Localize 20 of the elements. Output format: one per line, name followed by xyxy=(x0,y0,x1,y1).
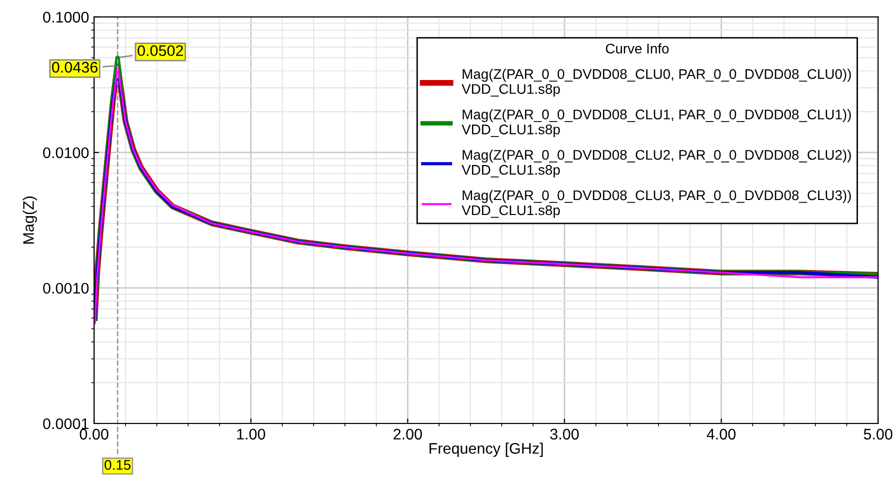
legend-label: Mag(Z(PAR_0_0_DVDD08_CLU1, PAR_0_0_DVDD08_CLU1)) VDD_CLU1.s8p xyxy=(462,109,851,138)
x-tick-label: 4.00 xyxy=(706,428,736,440)
y-tick-label: 0.0010 xyxy=(43,282,89,294)
annotation: 0.0436 xyxy=(52,62,98,73)
x-tick-label: 3.00 xyxy=(550,428,579,440)
y-tick-label: 0.1000 xyxy=(43,12,89,23)
y-tick-label: 0.0100 xyxy=(43,147,89,158)
x-axis-title: Frequency [GHz] xyxy=(430,442,543,457)
legend-label: Mag(Z(PAR_0_0_DVDD08_CLU0, PAR_0_0_DVDD08_CLU0)) VDD_CLU1.s8p xyxy=(462,68,851,97)
legend-title: Curve Info xyxy=(606,43,669,54)
annotation: 0.0502 xyxy=(138,45,184,56)
x-tick-label: 5.00 xyxy=(864,428,892,440)
x-tick-label: 0.00 xyxy=(80,428,108,440)
y-axis-title: Mag(Z) xyxy=(22,196,37,244)
legend-label: Mag(Z(PAR_0_0_DVDD08_CLU3, PAR_0_0_DVDD08_CLU3)) VDD_CLU1.s8p xyxy=(462,190,851,218)
x-tick-label: 1.00 xyxy=(237,428,266,440)
ref-line-label: 0.15 xyxy=(104,460,131,470)
legend-label: Mag(Z(PAR_0_0_DVDD08_CLU2, PAR_0_0_DVDD08_CLU2)) VDD_CLU1.s8p xyxy=(462,150,851,178)
x-tick-label: 2.00 xyxy=(394,428,422,440)
y-tick-label: 0.0001 xyxy=(43,418,88,430)
